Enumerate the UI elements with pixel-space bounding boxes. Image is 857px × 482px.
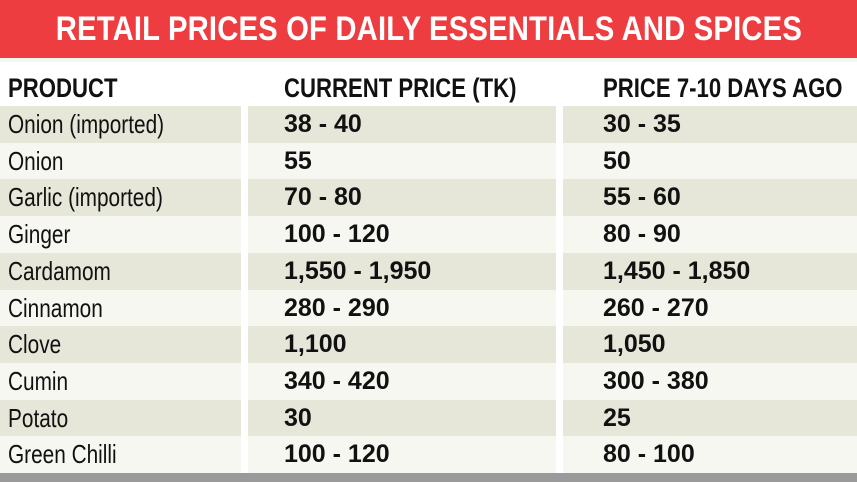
previous-price-cell: 1,450 - 1,850 — [603, 256, 751, 285]
previous-price-cell: 80 - 100 — [603, 440, 695, 469]
table-row: Clove 1,100 1,050 — [0, 326, 857, 364]
product-name-cell: Clove — [8, 329, 62, 360]
product-name-cell: Garlic (imported) — [8, 182, 163, 213]
current-price-cell: 55 — [284, 146, 312, 175]
table-row: Cardamom 1,550 - 1,950 1,450 - 1,850 — [0, 252, 857, 290]
previous-price-cell: 30 - 35 — [603, 110, 681, 138]
column-header-product: PRODUCT — [8, 73, 118, 103]
table-row: Potato 30 25 — [0, 399, 857, 437]
table-header-row: PRODUCT CURRENT PRICE (TK) PRICE 7-10 DA… — [0, 62, 857, 106]
current-price-cell: 280 - 290 — [284, 293, 390, 322]
previous-price-cell: 55 - 60 — [603, 183, 681, 212]
column-header-previous-price: PRICE 7-10 DAYS AGO — [603, 73, 843, 103]
current-price-cell: 30 — [284, 403, 312, 432]
previous-price-cell: 80 - 90 — [603, 220, 681, 249]
table-row: Cinnamon 280 - 290 260 - 270 — [0, 289, 857, 327]
current-price-cell: 70 - 80 — [284, 183, 362, 212]
current-price-cell: 1,550 - 1,950 — [284, 256, 432, 285]
previous-price-cell: 300 - 380 — [603, 366, 709, 395]
product-name-cell: Cinnamon — [8, 292, 103, 323]
previous-price-cell: 1,050 — [603, 330, 666, 359]
column-header-current-price: CURRENT PRICE (TK) — [284, 73, 517, 103]
current-price-cell: 38 - 40 — [284, 110, 362, 138]
current-price-cell: 100 - 120 — [284, 440, 390, 469]
current-price-cell: 340 - 420 — [284, 366, 390, 395]
previous-price-cell: 260 - 270 — [603, 293, 709, 322]
table-row: Onion (imported) 38 - 40 30 - 35 — [0, 106, 857, 143]
product-name-cell: Cardamom — [8, 255, 111, 286]
current-price-cell: 1,100 — [284, 330, 347, 359]
product-name-cell: Green Chilli — [8, 439, 117, 470]
previous-price-cell: 50 — [603, 146, 631, 175]
table-row: Garlic (imported) 70 - 80 55 - 60 — [0, 179, 857, 217]
table-row: Cumin 340 - 420 300 - 380 — [0, 362, 857, 400]
product-name-cell: Cumin — [8, 365, 69, 396]
table-body: Onion (imported) 38 - 40 30 - 35 Onion 55 50 G… — [0, 106, 857, 474]
table-title: RETAIL PRICES OF DAILY ESSENTIALS AND SP… — [55, 9, 802, 48]
product-name-cell: Onion — [8, 145, 64, 176]
current-price-cell: 100 - 120 — [284, 220, 390, 249]
table-row: Ginger 100 - 120 80 - 90 — [0, 216, 857, 254]
table-row: Green Chilli 100 - 120 80 - 100 — [0, 436, 857, 474]
column-divider — [241, 106, 248, 473]
product-name-cell: Ginger — [8, 219, 71, 250]
product-name-cell: Potato — [8, 402, 69, 433]
column-divider — [556, 106, 563, 473]
product-name-cell: Onion (imported) — [8, 109, 165, 139]
bottom-rule — [0, 473, 857, 482]
title-banner: RETAIL PRICES OF DAILY ESSENTIALS AND SP… — [0, 0, 857, 58]
table-row: Onion 55 50 — [0, 142, 857, 180]
previous-price-cell: 25 — [603, 403, 631, 432]
